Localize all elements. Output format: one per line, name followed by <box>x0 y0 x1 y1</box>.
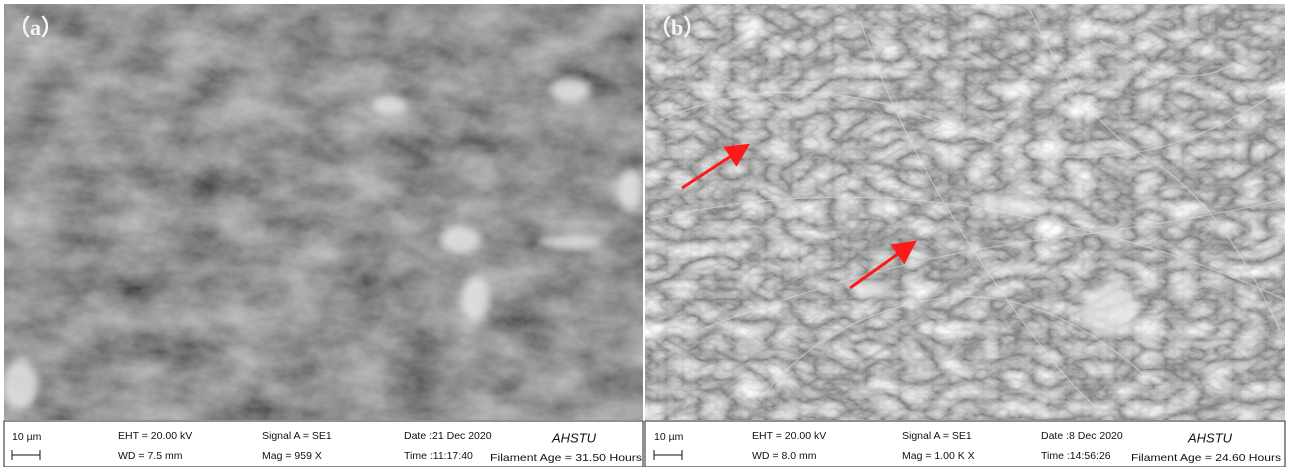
panel-a: （a） <box>2 4 643 420</box>
brand: AHSTU <box>1187 430 1233 445</box>
time: Time :11:17:40 <box>404 450 473 462</box>
scale-label: 10 µm <box>12 431 42 443</box>
filament: Filament Age = 31.50 Hours <box>490 452 642 464</box>
figure: （a） （b） 10 µm EHT = 20.00 kV WD = 7.5 mm Si… <box>0 0 1290 467</box>
brand: AHSTU <box>551 430 597 445</box>
mag: Mag = 1.00 K X <box>902 450 975 462</box>
panel-b: （b） <box>645 4 1285 420</box>
time: Time :14:56:26 <box>1041 450 1111 462</box>
micrograph <box>4 4 643 420</box>
signal: Signal A = SE1 <box>262 430 332 442</box>
scale-label: 10 µm <box>654 431 684 443</box>
eht: EHT = 20.00 kV <box>118 430 192 442</box>
date: Date :8 Dec 2020 <box>1041 430 1123 442</box>
micrograph <box>645 4 1285 420</box>
signal: Signal A = SE1 <box>902 430 972 442</box>
filament: Filament Age = 24.60 Hours <box>1131 452 1281 464</box>
mag: Mag = 959 X <box>262 450 322 462</box>
wd: WD = 7.5 mm <box>118 450 183 462</box>
eht: EHT = 20.00 kV <box>752 430 826 442</box>
panel-label: （a） <box>8 15 63 40</box>
panel-label: （b） <box>649 15 705 40</box>
date: Date :21 Dec 2020 <box>404 430 492 442</box>
wd: WD = 8.0 mm <box>752 450 817 462</box>
